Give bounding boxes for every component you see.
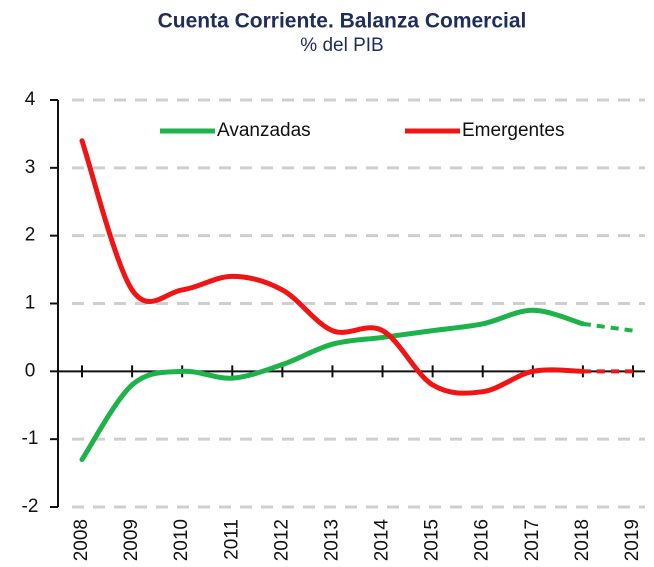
chart-title: Cuenta Corriente. Balanza Comercial [158, 10, 527, 33]
x-tick-label: 2008 [71, 519, 92, 561]
x-tick-label: 2011 [221, 519, 242, 560]
x-tick-label: 2012 [271, 519, 292, 561]
x-tick-label: 2013 [321, 519, 342, 561]
series-line [79, 138, 586, 396]
y-tick-label: 1 [25, 293, 36, 314]
y-tick-label: -1 [22, 428, 39, 449]
x-tick-label: 2010 [171, 519, 192, 561]
x-tick-label: 2019 [622, 519, 643, 561]
y-tick-label: 4 [25, 89, 36, 110]
y-tick-label: 0 [25, 360, 36, 381]
x-tick-label: 2009 [121, 519, 142, 561]
series-line [79, 307, 586, 463]
legend-label: Emergentes [462, 120, 564, 141]
x-tick-label: 2014 [372, 519, 393, 562]
x-tick-label: 2017 [522, 519, 543, 561]
x-tick-label: 2015 [422, 519, 443, 561]
x-tick-label: 2016 [472, 519, 493, 561]
chart-subtitle: % del PIB [300, 35, 383, 56]
x-tick-label: 2018 [572, 519, 593, 561]
series-line [582, 321, 634, 333]
legend-label: Avanzadas [217, 120, 311, 141]
y-tick-label: 3 [25, 157, 36, 178]
y-tick-label: 2 [25, 225, 36, 246]
y-tick-label: -2 [22, 496, 39, 517]
